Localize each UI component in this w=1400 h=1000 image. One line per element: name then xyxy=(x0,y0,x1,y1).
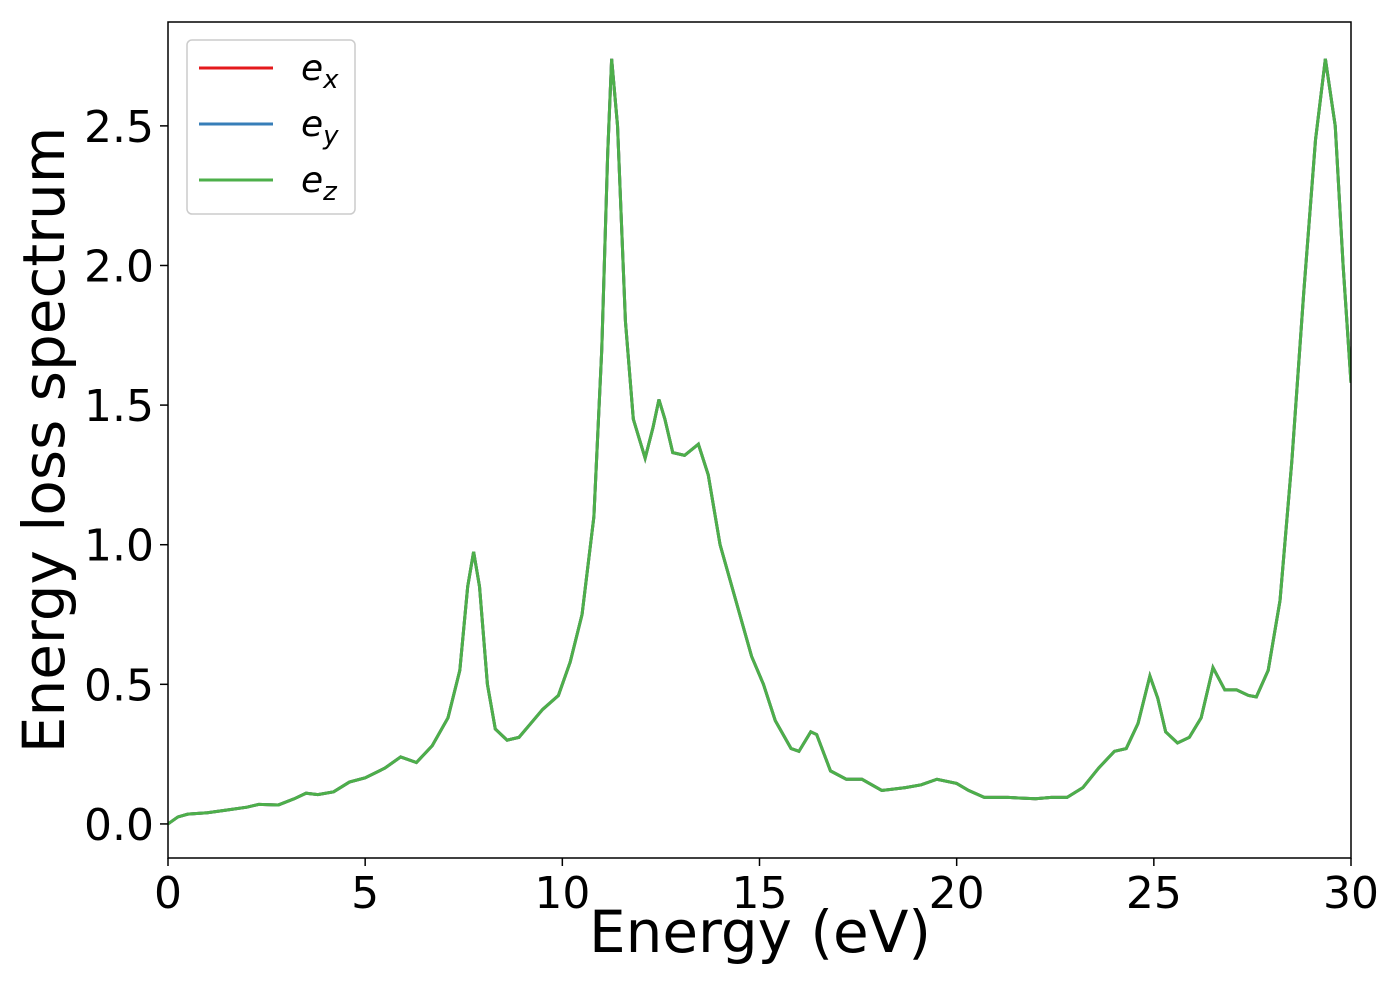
y-tick-label: 0.0 xyxy=(84,800,154,851)
legend-label: ez xyxy=(301,160,338,207)
x-tick-label: 0 xyxy=(154,868,182,919)
x-tick-label: 25 xyxy=(1126,868,1182,919)
y-tick-label: 1.5 xyxy=(84,381,154,432)
legend-label: ex xyxy=(301,48,339,95)
legend-box xyxy=(186,39,356,215)
x-tick-label: 15 xyxy=(732,868,788,919)
y-axis-label: Energy loss spectrum xyxy=(10,127,78,753)
x-tick-label: 20 xyxy=(929,868,985,919)
x-axis-label: Energy (eV) xyxy=(589,898,931,966)
series-line xyxy=(168,58,1351,826)
y-tick-label: 1.0 xyxy=(84,521,154,572)
x-tick-label: 10 xyxy=(534,868,590,919)
plot-frame xyxy=(167,21,1352,859)
legend-label: ey xyxy=(301,104,339,151)
x-tick-label: 5 xyxy=(351,868,379,919)
x-tick-label: 30 xyxy=(1323,868,1379,919)
y-tick-label: 2.0 xyxy=(84,241,154,292)
y-tick-label: 0.5 xyxy=(84,660,154,711)
y-tick-label: 2.5 xyxy=(84,102,154,153)
